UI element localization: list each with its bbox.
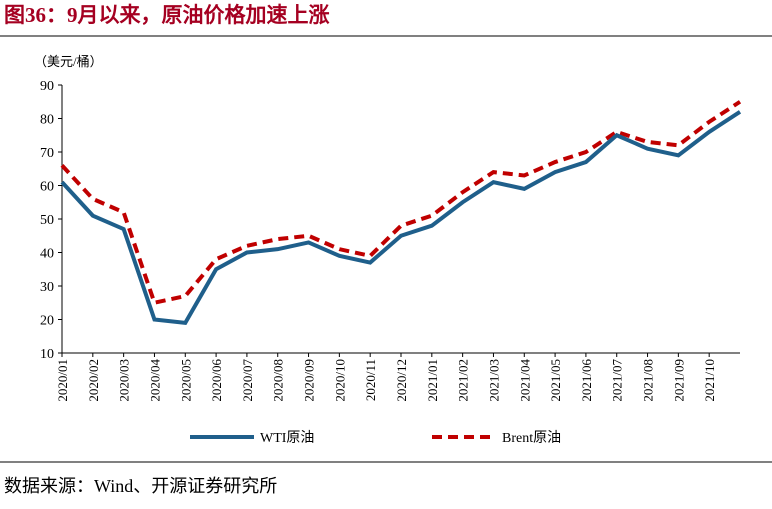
- x-tick-label: 2020/10: [332, 359, 347, 402]
- x-tick-label: 2021/06: [579, 359, 594, 402]
- x-tick-label: 2020/06: [209, 359, 224, 402]
- y-tick-label: 40: [40, 247, 54, 262]
- series-line: [60, 100, 742, 306]
- x-tick-label: 2020/08: [271, 359, 286, 402]
- x-tick-label: 2020/09: [302, 359, 317, 402]
- x-tick-label: 2021/10: [702, 359, 717, 402]
- y-tick-label: 80: [40, 113, 54, 128]
- chart-title: 图36：9月以来，原油价格加速上涨: [4, 3, 330, 27]
- x-tick-label: 2021/08: [641, 359, 656, 402]
- x-tick-label: 2020/03: [117, 359, 132, 402]
- x-tick-label: 2020/07: [240, 359, 255, 402]
- source: 数据来源：Wind、开源证券研究所: [4, 476, 277, 496]
- x-tick-label: 2021/02: [456, 359, 471, 402]
- y-tick-label: 60: [40, 180, 54, 195]
- x-tick-label: 2020/05: [178, 359, 193, 402]
- x-tick-label: 2020/04: [147, 359, 162, 402]
- y-axis-label: （美元/桶）: [34, 54, 103, 69]
- y-tick-label: 50: [40, 213, 54, 228]
- x-tick-label: 2021/01: [425, 359, 440, 402]
- x-tick-label: 2020/12: [394, 359, 409, 402]
- y-tick-label: 10: [40, 347, 54, 362]
- legend-label: WTI原油: [260, 430, 314, 446]
- y-tick-label: 90: [40, 79, 54, 94]
- y-tick-label: 70: [40, 146, 54, 161]
- x-tick-label: 2020/01: [55, 359, 70, 402]
- x-tick-label: 2020/02: [86, 359, 101, 402]
- x-tick-label: 2021/09: [671, 359, 686, 402]
- x-tick-label: 2020/11: [363, 359, 378, 401]
- x-tick-label: 2021/05: [548, 359, 563, 402]
- x-tick-label: 2021/03: [486, 359, 501, 402]
- x-tick-label: 2021/04: [517, 359, 532, 402]
- y-tick-label: 30: [40, 280, 54, 295]
- y-tick-label: 20: [40, 314, 54, 329]
- x-tick-label: 2021/07: [610, 359, 625, 402]
- series-line: [60, 110, 742, 325]
- legend-label: Brent原油: [502, 430, 561, 446]
